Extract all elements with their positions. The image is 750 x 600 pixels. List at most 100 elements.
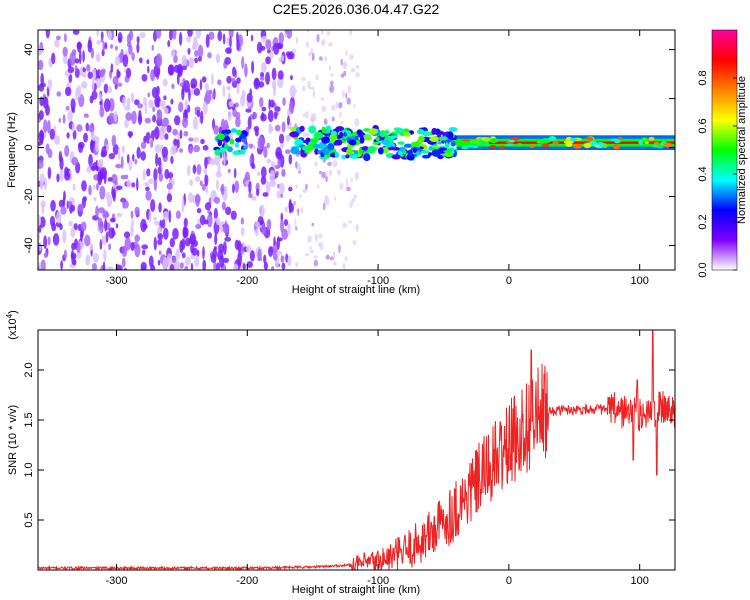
heatmap-signal-blob bbox=[327, 143, 335, 151]
heatmap-noise-blob bbox=[64, 145, 70, 157]
heatmap-signal-blob bbox=[341, 154, 347, 160]
heatmap-signal-blob bbox=[648, 136, 655, 141]
heatmap-noise-blob bbox=[269, 126, 274, 132]
heatmap-noise-blob bbox=[202, 259, 207, 270]
heatmap-noise-blob bbox=[256, 171, 261, 176]
heatmap-noise-blob bbox=[322, 202, 326, 211]
heatmap-noise-blob bbox=[38, 225, 42, 233]
heatmap-noise-blob bbox=[105, 231, 109, 243]
heatmap-signal-blob bbox=[339, 131, 344, 139]
heatmap-signal-blob bbox=[299, 125, 305, 132]
heatmap-noise-blob bbox=[124, 267, 127, 270]
heatmap-noise-blob bbox=[104, 42, 108, 50]
heatmap-noise-blob bbox=[89, 95, 94, 104]
heatmap-signal-blob bbox=[372, 141, 379, 145]
heatmap-noise-blob bbox=[197, 56, 202, 62]
heatmap-noise-blob bbox=[59, 156, 64, 170]
heatmap-noise-blob bbox=[204, 174, 209, 187]
heatmap-noise-blob bbox=[194, 255, 200, 268]
heatmap-noise-blob bbox=[67, 66, 75, 74]
heatmap-noise-blob bbox=[207, 52, 212, 59]
heatmap-signal-blob bbox=[343, 132, 348, 137]
heatmap-signal-blob bbox=[429, 136, 439, 143]
heatmap-noise-blob bbox=[114, 180, 118, 186]
heatmap-noise-blob bbox=[220, 183, 225, 196]
heatmap-signal-blob bbox=[412, 146, 418, 153]
heatmap-noise-blob bbox=[215, 179, 219, 191]
heatmap-signal-blob bbox=[450, 141, 456, 147]
heatmap-noise-blob bbox=[38, 59, 44, 71]
heatmap-noise-blob bbox=[309, 249, 314, 254]
heatmap-noise-blob bbox=[328, 169, 333, 176]
heatmap-noise-blob bbox=[124, 174, 129, 180]
colorbar-bar bbox=[711, 29, 738, 271]
heatmap-signal-blob bbox=[428, 145, 433, 151]
heatmap-signal-blob bbox=[469, 140, 479, 144]
snr-x-tick-label: -100 bbox=[367, 575, 389, 587]
heatmap-noise-blob bbox=[131, 110, 137, 125]
heatmap-noise-blob bbox=[265, 71, 271, 85]
heatmap-noise-blob bbox=[310, 86, 315, 90]
heatmap-noise-blob bbox=[96, 30, 100, 38]
heatmap-noise-blob bbox=[122, 96, 126, 107]
heatmap-signal-blob bbox=[289, 131, 300, 138]
heatmap-signal-blob bbox=[361, 146, 369, 151]
heatmap-noise-blob bbox=[234, 239, 240, 250]
heatmap-noise-blob bbox=[319, 241, 324, 251]
snr-x-ticks: -300 -200 -100 0 100 bbox=[105, 330, 649, 587]
heatmap-signal-blob bbox=[407, 149, 413, 157]
heatmap-noise-blob bbox=[244, 63, 248, 78]
heatmap-noise-blob bbox=[158, 172, 164, 182]
heatmap-noise-blob bbox=[187, 30, 193, 37]
heatmap-noise-blob bbox=[265, 181, 271, 194]
heatmap-noise-blob bbox=[254, 128, 259, 137]
heatmap-noise-blob bbox=[82, 71, 87, 78]
heatmap-noise-blob bbox=[269, 99, 275, 108]
heatmap-noise-blob bbox=[154, 144, 162, 154]
heatmap-noise-blob bbox=[313, 259, 318, 267]
heatmap-noise-blob bbox=[208, 31, 215, 40]
heatmap-noise-blob bbox=[217, 249, 224, 261]
heatmap-noise-blob bbox=[188, 192, 194, 203]
heatmap-noise-blob bbox=[221, 201, 227, 211]
heatmap-noise-blob bbox=[336, 169, 342, 176]
heatmap-noise-blob bbox=[305, 253, 310, 257]
heatmap-noise-blob bbox=[43, 252, 49, 258]
heatmap-noise-blob bbox=[181, 86, 185, 95]
heatmap-noise-blob bbox=[206, 232, 213, 239]
heatmap-noise-blob bbox=[162, 256, 168, 270]
heatmap-signal-blob bbox=[583, 142, 592, 149]
heatmap-noise-blob bbox=[314, 161, 318, 167]
heatmap-noise-blob bbox=[64, 171, 71, 181]
heatmap-noise-blob bbox=[246, 261, 254, 268]
heatmap-noise-blob bbox=[134, 99, 140, 106]
heatmap-noise-blob bbox=[260, 62, 267, 73]
heatmap-noise-blob bbox=[184, 99, 188, 110]
heatmap-noise-blob bbox=[248, 192, 253, 199]
heatmap-noise-blob bbox=[157, 156, 162, 167]
heatmap-noise-blob bbox=[193, 87, 201, 96]
heatmap-noise-blob bbox=[331, 104, 336, 112]
heatmap-noise-blob bbox=[38, 214, 42, 228]
heatmap-x-tick-label: 0 bbox=[506, 275, 512, 287]
heatmap-noise-blob bbox=[173, 54, 178, 64]
heatmap-noise-blob bbox=[190, 78, 198, 89]
heatmap-noise-blob bbox=[316, 33, 320, 43]
heatmap-noise-blob bbox=[281, 54, 285, 62]
heatmap-noise-blob bbox=[116, 212, 123, 218]
heatmap-noise-blob bbox=[227, 111, 232, 122]
heatmap-signal-blob bbox=[548, 135, 557, 141]
heatmap-noise-blob bbox=[144, 117, 151, 124]
heatmap-noise-blob bbox=[344, 255, 348, 262]
heatmap-y-label: Frequency (Hz) bbox=[6, 112, 18, 188]
heatmap-noise-blob bbox=[331, 116, 335, 122]
heatmap-noise-blob bbox=[140, 151, 147, 161]
heatmap-noise-blob bbox=[122, 54, 129, 68]
heatmap-noise-blob bbox=[112, 188, 116, 202]
heatmap-noise-blob bbox=[169, 237, 176, 248]
heatmap-noise-blob bbox=[39, 241, 42, 252]
heatmap-noise-blob bbox=[110, 63, 114, 74]
heatmap-noise-blob bbox=[145, 190, 152, 201]
heatmap-noise-blob bbox=[259, 97, 264, 108]
heatmap-noise-blob bbox=[354, 118, 360, 127]
